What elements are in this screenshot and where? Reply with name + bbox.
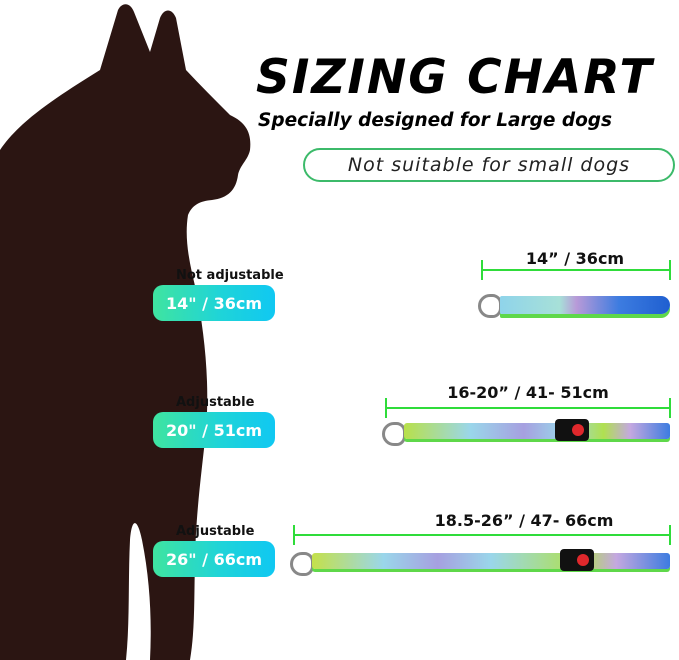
- size-type-label: Adjustable: [176, 524, 255, 539]
- buckle-icon: [555, 419, 589, 441]
- clasp-icon: [478, 294, 502, 318]
- subtitle: Specially designed for Large dogs: [258, 110, 613, 131]
- measurement-label: 14” / 36cm: [525, 249, 625, 268]
- size-type-label: Adjustable: [176, 395, 255, 410]
- page-title: SIZING CHART: [256, 50, 654, 105]
- measurement-label: 18.5-26” / 47- 66cm: [434, 511, 614, 530]
- notice-pill: Not suitable for small dogs: [303, 148, 675, 182]
- clasp-icon: [382, 422, 406, 446]
- clasp-icon: [290, 552, 314, 576]
- size-badge: 14" / 36cm: [153, 285, 275, 321]
- measurement-line: [481, 260, 671, 280]
- leash-long: [312, 553, 670, 569]
- size-type-label: Not adjustable: [176, 268, 284, 283]
- measurement-line: [293, 525, 671, 545]
- size-badge: 20" / 51cm: [153, 412, 275, 448]
- measurement-line: [385, 398, 671, 418]
- leash-medium: [404, 423, 670, 439]
- size-badge: 26" / 66cm: [153, 541, 275, 577]
- buckle-icon: [560, 549, 594, 571]
- dog-silhouette: [0, 4, 251, 660]
- leash-short: [500, 296, 670, 314]
- measurement-label: 16-20” / 41- 51cm: [447, 383, 609, 402]
